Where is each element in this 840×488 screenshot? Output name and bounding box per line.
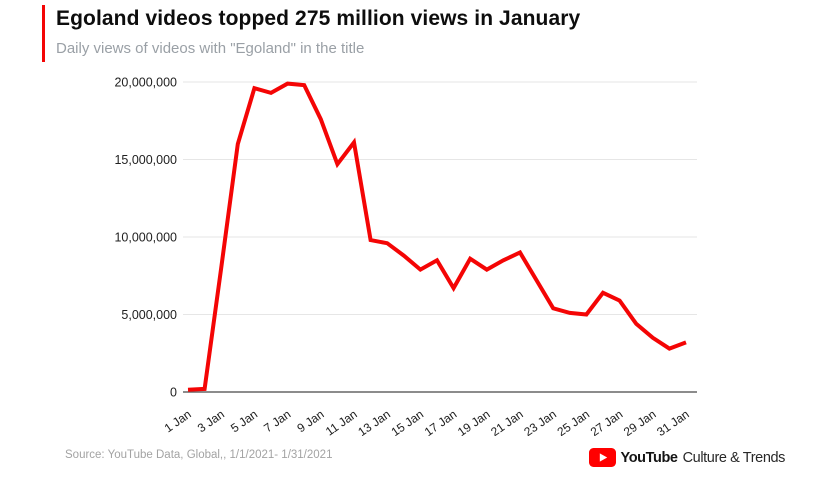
views-data-line (187, 81, 687, 392)
x-tick-label: 15 Jan (389, 407, 427, 436)
x-tick-label: 31 Jan (654, 407, 692, 436)
y-tick-label: 0 (170, 386, 177, 400)
page-title: Egoland videos topped 275 million views … (56, 7, 581, 30)
logo-suffix-text: Culture & Trends (682, 449, 786, 466)
source-note: Source: YouTube Data, Global,, 1/1/2021-… (65, 449, 333, 461)
x-tick-label: 1 Jan (162, 407, 194, 435)
youtube-play-icon (588, 448, 616, 467)
title-accent-bar (42, 5, 45, 62)
x-tick-label: 13 Jan (355, 407, 393, 436)
x-tick-label: 7 Jan (261, 407, 293, 435)
x-tick-label: 19 Jan (455, 407, 493, 436)
x-tick-label: 21 Jan (488, 407, 526, 436)
y-tick-label: 20,000,000 (114, 76, 177, 90)
x-tick-label: 29 Jan (621, 407, 659, 436)
line-chart: 0 5,000,000 10,000,000 15,000,000 20,000,000… (114, 76, 697, 439)
x-tick-label: 23 Jan (521, 407, 559, 436)
x-tick-label: 25 Jan (555, 407, 593, 436)
x-tick-label: 17 Jan (422, 407, 460, 436)
y-tick-label: 5,000,000 (121, 308, 177, 322)
logo-brand-text: YouTube (620, 449, 678, 466)
daily-views-line-chart: 0 5,000,000 10,000,000 15,000,000 20,000,000… (114, 76, 697, 439)
youtube-culture-trends-logo: YouTube Culture & Trends (588, 448, 786, 467)
y-tick-label: 10,000,000 (114, 231, 177, 245)
y-tick-label: 15,000,000 (114, 153, 177, 167)
x-tick-label: 9 Jan (294, 407, 326, 435)
x-tick-label: 11 Jan (323, 407, 360, 436)
x-tick-label: 3 Jan (195, 407, 227, 435)
x-tick-label: 27 Jan (588, 407, 626, 436)
x-tick-label: 5 Jan (228, 407, 260, 435)
page-subtitle: Daily views of videos with "Egoland" in … (56, 40, 365, 57)
